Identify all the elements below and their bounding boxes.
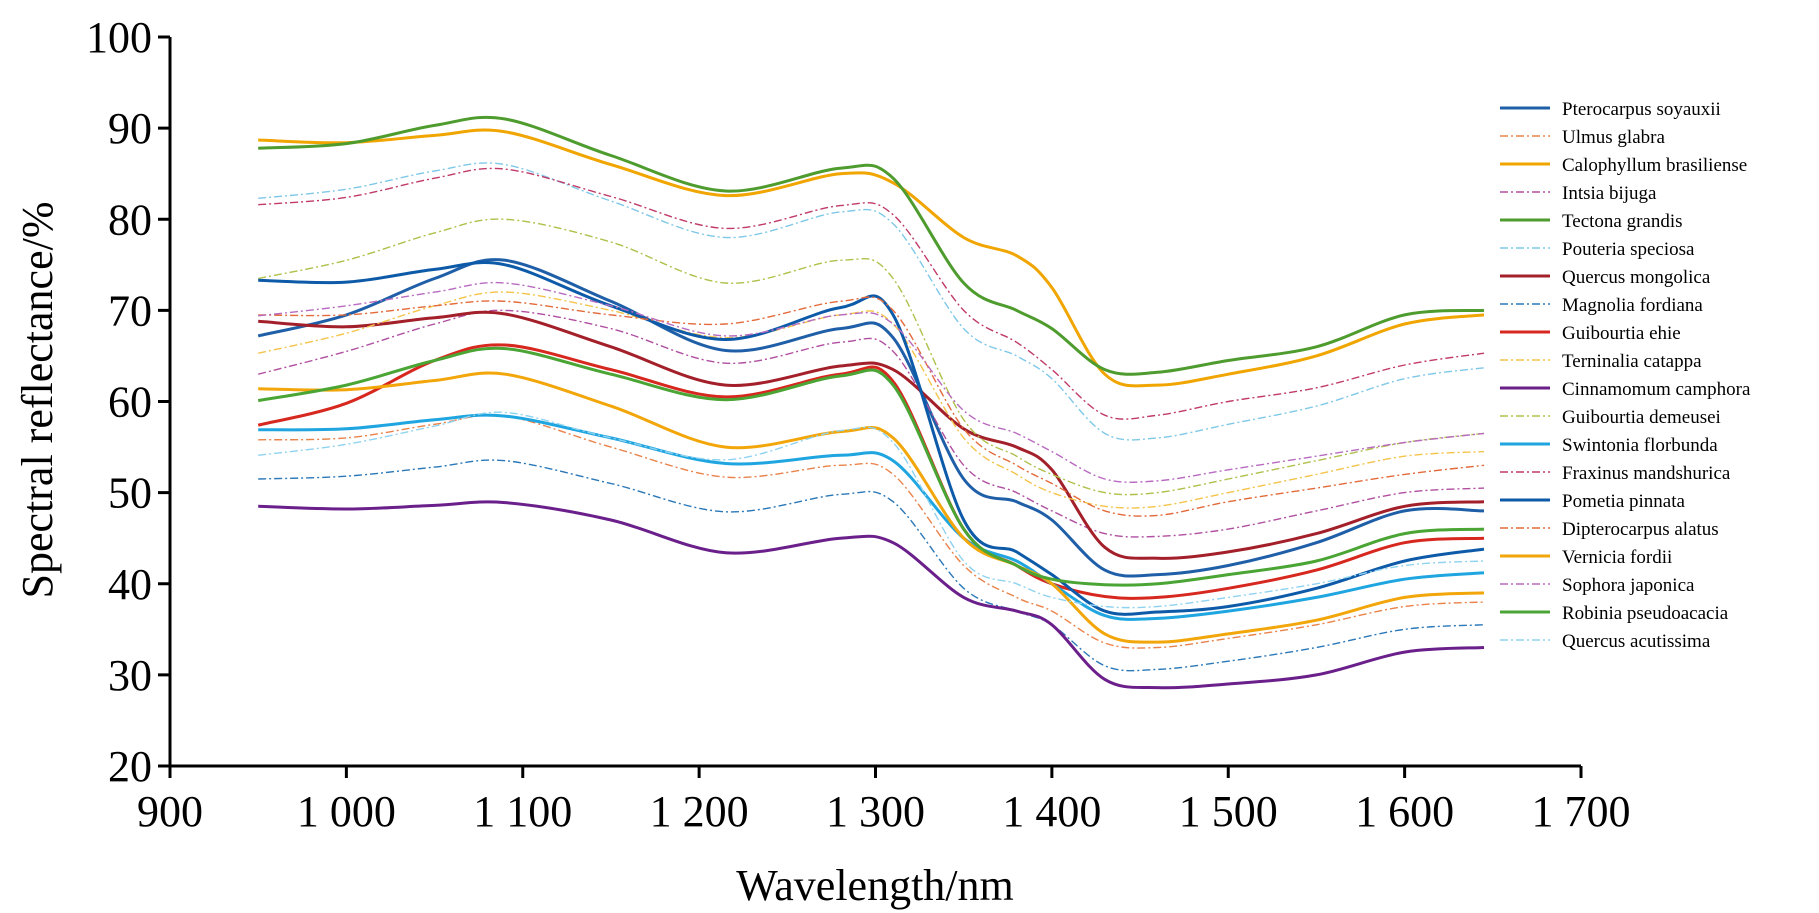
x-ticks: 900 1 000 1 100 1 200 1 300 1 400 1 500 1 600 1 … (137, 766, 1631, 836)
series-line-cinnamomum-camphora (258, 500, 1485, 690)
series-line-guibourtia-ehie (257, 343, 1485, 600)
y-ticks: 20 30 40 50 60 70 80 90 100 (86, 13, 170, 791)
legend-label: Tectona grandis (1562, 211, 1683, 232)
series-line-robinia-pseudoacacia (257, 346, 1485, 587)
series-line-ulmus-glabra (258, 414, 1485, 649)
legend-label: Fraxinus mandshurica (1562, 463, 1731, 484)
series-line-calophyllum-brasiliense (258, 128, 1485, 388)
legend-label: Dipterocarpus alatus (1562, 519, 1719, 540)
x-tick-label: 900 (137, 787, 203, 836)
x-tick-label: 1 100 (473, 787, 572, 836)
series-line-vernicia-fordii (258, 371, 1485, 644)
legend-label: Pouteria speciosa (1562, 239, 1695, 260)
x-tick-label: 1 400 (1002, 787, 1101, 836)
series-line-dipterocarpus-alatus (258, 296, 1485, 517)
y-tick-label: 40 (108, 560, 152, 609)
legend-label: Terninalia catappa (1562, 351, 1702, 372)
legend-label: Vernicia fordii (1562, 547, 1672, 568)
legend-label: Quercus acutissima (1562, 631, 1711, 652)
legend: Pterocarpus soyauxii Ulmus glabra Calophyl… (1500, 99, 1751, 652)
legend-label: Pterocarpus soyauxii (1562, 99, 1721, 120)
plot-lines (257, 115, 1485, 690)
x-tick-label: 1 200 (650, 787, 749, 836)
x-tick-label: 1 700 (1532, 787, 1631, 836)
legend-label: Pometia pinnata (1562, 491, 1686, 512)
series-line-pometia-pinnata (258, 261, 1485, 616)
series-line-tectona-grandis (258, 115, 1485, 376)
legend-label: Guibourtia ehie (1562, 323, 1681, 344)
legend-label: Swintonia florbunda (1562, 435, 1718, 456)
series-line-sophora-japonica (258, 281, 1485, 483)
legend-label: Robinia pseudoacacia (1562, 603, 1729, 624)
x-tick-label: 1 600 (1355, 787, 1454, 836)
series-line-terninalia-catappa (258, 291, 1485, 509)
legend-label: Ulmus glabra (1562, 127, 1665, 148)
legend-label: Calophyllum brasiliense (1562, 155, 1747, 176)
y-axis-title: Spectral reflectance/% (13, 202, 62, 599)
series-line-swintonia-florbunda (258, 413, 1485, 621)
y-tick-label: 100 (86, 13, 152, 62)
legend-label: Sophora japonica (1562, 575, 1695, 596)
y-tick-label: 60 (108, 378, 152, 427)
legend-label: Guibourtia demeusei (1562, 407, 1721, 428)
y-tick-label: 50 (108, 469, 152, 518)
x-tick-label: 1 500 (1179, 787, 1278, 836)
series-line-pouteria-speciosa (258, 162, 1485, 441)
series-line-guibourtia-demeusei (258, 218, 1485, 496)
series-line-quercus-mongolica (258, 310, 1485, 560)
legend-label: Quercus mongolica (1562, 267, 1711, 288)
y-tick-label: 90 (108, 104, 152, 153)
x-tick-label: 1 000 (297, 787, 396, 836)
series-line-quercus-acutissima (258, 411, 1485, 609)
series-line-fraxinus-mandshurica (258, 167, 1485, 420)
y-tick-label: 70 (108, 286, 152, 335)
series-line-pterocarpus-soyauxii (257, 258, 1485, 578)
y-tick-label: 30 (108, 651, 152, 700)
series-line-intsia-bijuga (258, 309, 1485, 538)
legend-label: Intsia bijuga (1562, 183, 1657, 204)
series-line-magnolia-fordiana (258, 459, 1485, 672)
legend-label: Magnolia fordiana (1562, 295, 1703, 316)
x-tick-label: 1 300 (826, 787, 925, 836)
y-tick-label: 80 (108, 195, 152, 244)
y-tick-label: 20 (108, 742, 152, 791)
axes: 900 1 000 1 100 1 200 1 300 1 400 1 500 1 600 1 … (86, 13, 1631, 836)
legend-label: Cinnamomum camphora (1562, 379, 1751, 400)
x-axis-title: Wavelength/nm (736, 861, 1014, 910)
